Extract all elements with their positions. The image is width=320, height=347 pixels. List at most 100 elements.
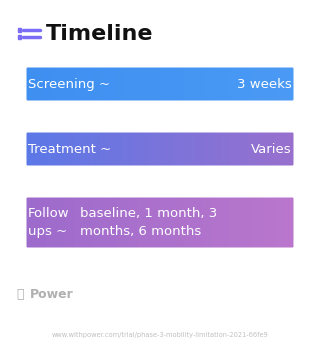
Bar xyxy=(242,185,244,260)
Bar xyxy=(141,55,143,113)
Bar xyxy=(81,120,83,178)
Bar xyxy=(59,55,61,113)
Bar xyxy=(226,55,228,113)
Bar xyxy=(35,55,36,113)
Bar xyxy=(214,185,216,260)
Bar xyxy=(150,185,152,260)
Bar xyxy=(218,120,220,178)
Bar xyxy=(186,55,188,113)
Bar xyxy=(122,120,124,178)
Bar xyxy=(138,185,140,260)
Bar xyxy=(199,55,201,113)
Bar xyxy=(119,55,121,113)
Bar xyxy=(281,55,283,113)
Bar xyxy=(169,55,171,113)
Bar xyxy=(68,185,70,260)
Bar xyxy=(227,185,229,260)
Bar xyxy=(103,55,105,113)
Bar xyxy=(228,185,231,260)
Bar xyxy=(274,185,276,260)
Bar xyxy=(151,55,153,113)
Bar xyxy=(132,55,134,113)
Bar xyxy=(182,55,184,113)
Bar xyxy=(160,55,162,113)
Bar xyxy=(23,120,25,178)
Bar xyxy=(160,185,162,260)
Bar xyxy=(53,120,55,178)
Bar xyxy=(64,55,66,113)
Bar xyxy=(194,55,196,113)
Bar xyxy=(67,55,68,113)
Bar xyxy=(220,185,222,260)
Bar xyxy=(18,120,20,178)
Bar xyxy=(128,55,130,113)
Bar xyxy=(119,185,121,260)
Bar xyxy=(173,185,175,260)
Text: Follow
ups ~: Follow ups ~ xyxy=(28,207,70,238)
Bar xyxy=(237,185,239,260)
Bar xyxy=(61,185,63,260)
Bar xyxy=(36,120,38,178)
Bar xyxy=(150,55,152,113)
Bar xyxy=(110,55,112,113)
Bar xyxy=(280,185,282,260)
Bar xyxy=(132,120,134,178)
Bar xyxy=(134,185,136,260)
Bar xyxy=(21,55,23,113)
Bar xyxy=(233,55,235,113)
Bar xyxy=(74,185,76,260)
Bar xyxy=(166,185,168,260)
Bar xyxy=(204,185,206,260)
Bar xyxy=(285,185,287,260)
Bar xyxy=(158,120,161,178)
Bar xyxy=(112,55,114,113)
Bar xyxy=(40,120,42,178)
Bar xyxy=(74,120,76,178)
Text: Varies: Varies xyxy=(252,143,292,155)
Bar xyxy=(115,185,117,260)
Bar xyxy=(278,185,280,260)
Bar xyxy=(191,185,193,260)
Bar xyxy=(78,120,80,178)
Bar xyxy=(189,120,191,178)
Bar xyxy=(37,120,39,178)
Bar xyxy=(147,120,149,178)
Bar xyxy=(148,55,150,113)
Bar xyxy=(42,55,44,113)
Bar xyxy=(287,120,289,178)
Bar xyxy=(153,55,155,113)
Bar xyxy=(36,185,38,260)
Bar xyxy=(300,55,302,113)
Bar xyxy=(45,120,47,178)
Bar xyxy=(252,55,254,113)
Bar xyxy=(284,185,286,260)
Bar xyxy=(255,185,257,260)
Bar xyxy=(284,120,286,178)
Bar xyxy=(49,185,51,260)
Bar xyxy=(208,55,210,113)
Bar xyxy=(140,120,141,178)
Bar xyxy=(46,55,48,113)
Bar xyxy=(30,185,32,260)
Bar xyxy=(300,120,302,178)
Bar xyxy=(163,55,165,113)
Bar xyxy=(265,120,267,178)
Bar xyxy=(198,185,200,260)
Bar xyxy=(167,120,169,178)
Bar xyxy=(198,55,200,113)
Bar xyxy=(147,185,149,260)
Bar xyxy=(166,120,168,178)
Bar xyxy=(135,55,137,113)
Bar xyxy=(51,120,52,178)
Bar xyxy=(71,55,73,113)
Bar xyxy=(261,55,263,113)
Bar xyxy=(144,120,146,178)
Bar xyxy=(75,55,77,113)
Bar xyxy=(110,185,112,260)
Bar xyxy=(232,185,234,260)
Bar xyxy=(289,120,291,178)
Bar xyxy=(142,185,144,260)
Bar xyxy=(178,120,180,178)
Bar xyxy=(199,185,201,260)
Text: baseline, 1 month, 3
months, 6 months: baseline, 1 month, 3 months, 6 months xyxy=(80,207,217,238)
